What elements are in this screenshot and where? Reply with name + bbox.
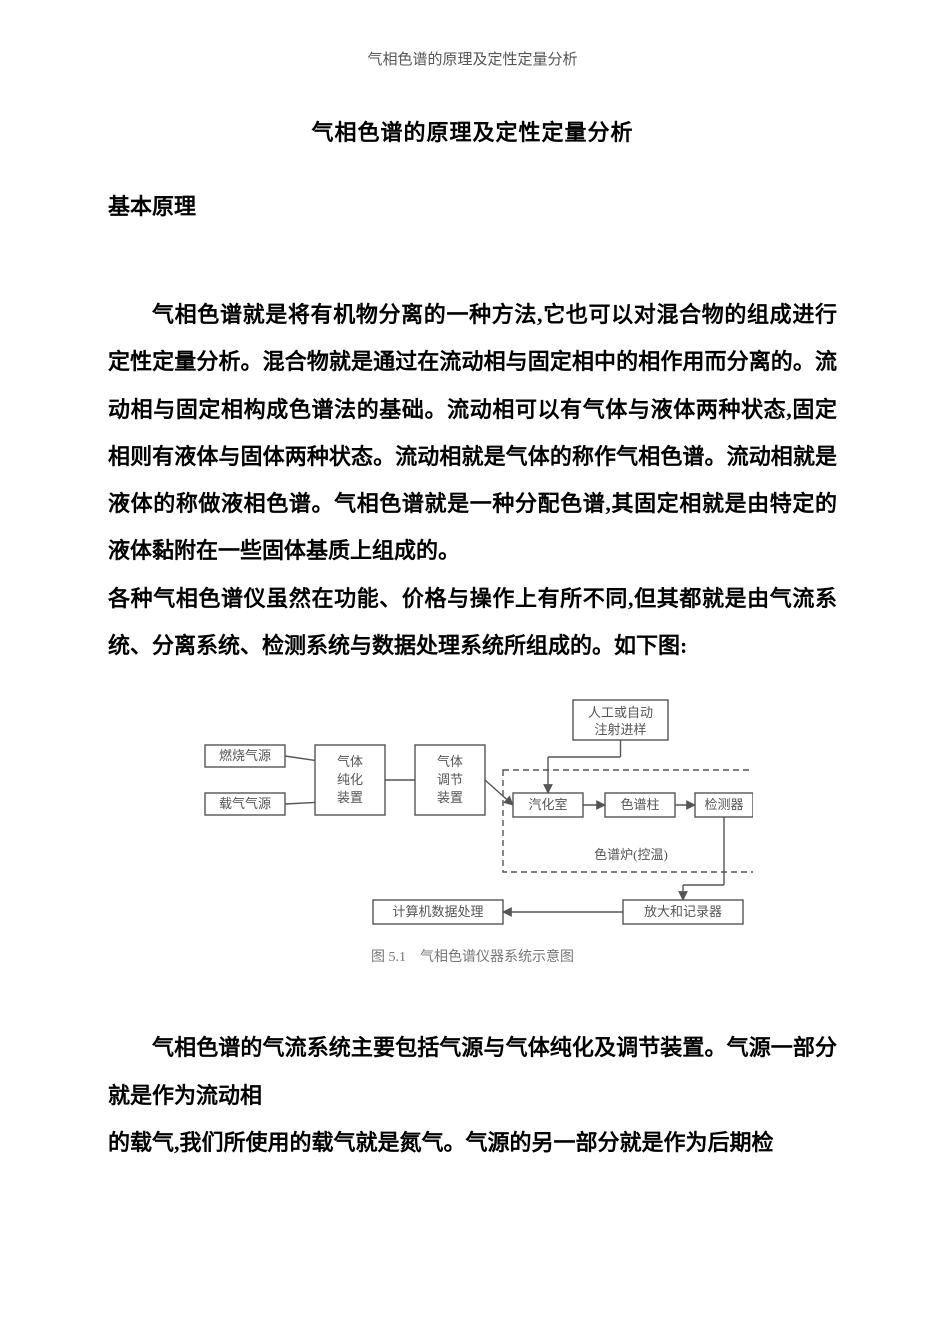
document-page: 气相色谱的原理及定性定量分析 气相色谱的原理及定性定量分析 基本原理 气相色谱就… xyxy=(0,0,945,1337)
svg-text:调节: 调节 xyxy=(436,772,462,787)
flowchart-svg: 色谱炉(控温) 人工或自动注射进样燃烧气源载气气源 气体纯化装置 气体调节装置 汽化室 色… xyxy=(193,695,753,935)
svg-text:载气气源: 载气气源 xyxy=(218,796,270,811)
svg-text:色谱炉(控温): 色谱炉(控温) xyxy=(594,847,668,862)
page-title: 气相色谱的原理及定性定量分析 xyxy=(108,115,837,147)
svg-text:计算机数据处理: 计算机数据处理 xyxy=(392,904,483,919)
svg-text:气体: 气体 xyxy=(336,754,362,769)
svg-text:燃烧气源: 燃烧气源 xyxy=(218,748,270,763)
svg-text:气体: 气体 xyxy=(436,754,462,769)
svg-text:纯化: 纯化 xyxy=(336,772,362,787)
svg-text:放大和记录器: 放大和记录器 xyxy=(643,904,721,919)
svg-text:色谱柱: 色谱柱 xyxy=(620,797,659,812)
svg-text:检测器: 检测器 xyxy=(704,797,743,812)
paragraph-2: 各种气相色谱仪虽然在功能、价格与操作上有所不同,但其都就是由气流系统、分离系统、… xyxy=(108,575,837,670)
paragraph-1: 气相色谱就是将有机物分离的一种方法,它也可以对混合物的组成进行定性定量分析。混合… xyxy=(108,291,837,575)
page-header: 气相色谱的原理及定性定量分析 xyxy=(108,48,837,69)
svg-text:人工或自动: 人工或自动 xyxy=(587,705,652,720)
svg-text:注射进样: 注射进样 xyxy=(594,722,646,737)
svg-text:汽化室: 汽化室 xyxy=(528,797,567,812)
diagram-caption: 图 5.1 气相色谱仪器系统示意图 xyxy=(193,946,753,966)
paragraph-3: 气相色谱的气流系统主要包括气源与气体纯化及调节装置。气源一部分就是作为流动相 xyxy=(108,1024,837,1119)
paragraph-4: 的载气,我们所使用的载气就是氮气。气源的另一部分就是作为后期检 xyxy=(108,1119,837,1166)
section-heading-basic-principle: 基本原理 xyxy=(108,189,837,221)
flow-diagram: 色谱炉(控温) 人工或自动注射进样燃烧气源载气气源 气体纯化装置 气体调节装置 汽化室 色… xyxy=(193,695,753,966)
svg-text:装置: 装置 xyxy=(436,790,462,805)
svg-text:装置: 装置 xyxy=(336,790,362,805)
